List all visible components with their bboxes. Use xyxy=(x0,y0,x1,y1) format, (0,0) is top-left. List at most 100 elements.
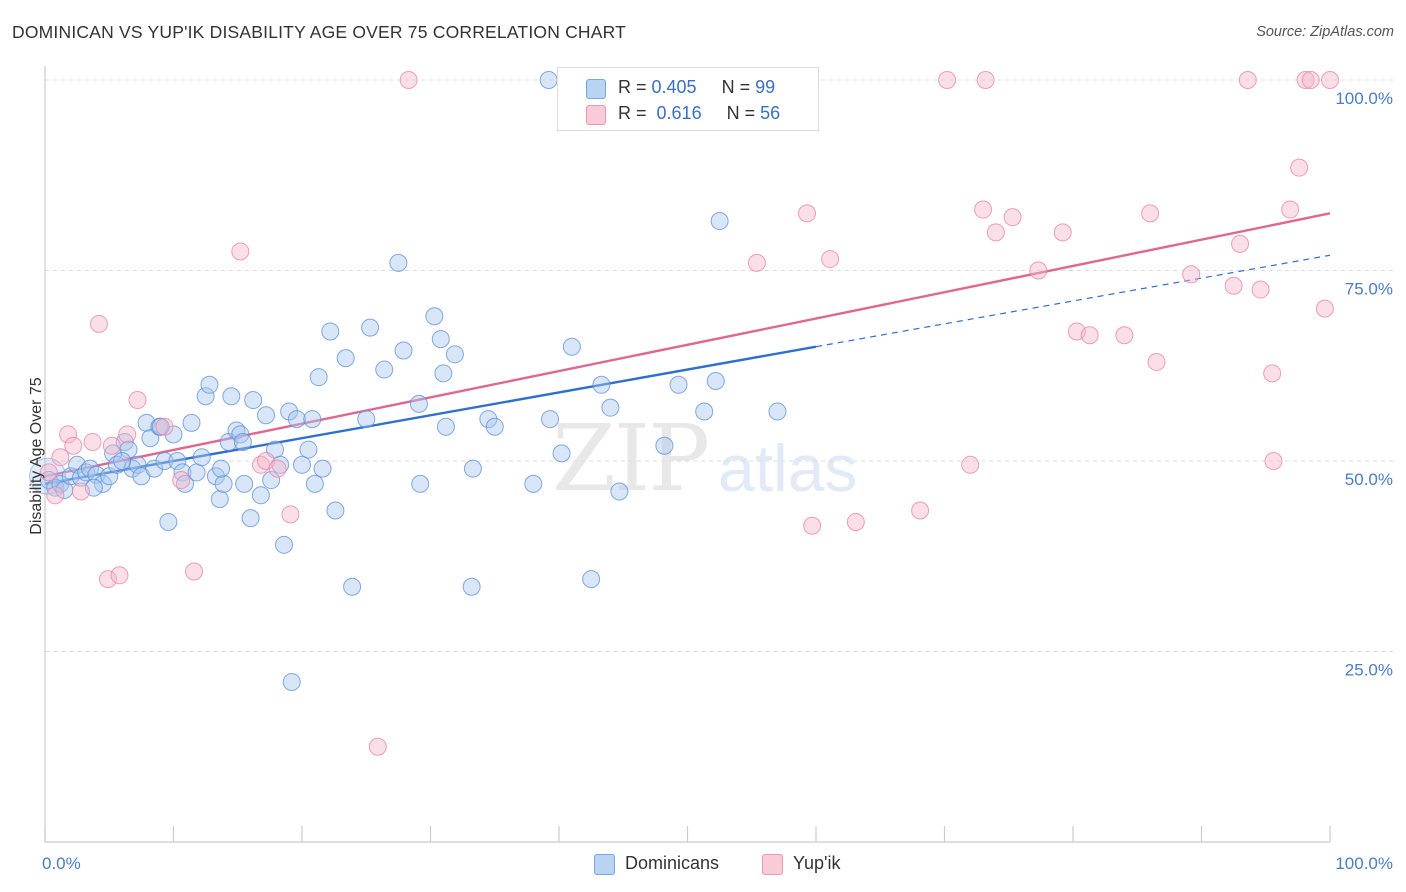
dominican-point xyxy=(104,444,123,463)
yupik-point xyxy=(803,516,822,535)
dominican-point xyxy=(582,570,601,589)
yupik-point xyxy=(938,71,957,89)
dominican-point xyxy=(562,337,581,356)
x-tick-label: 0.0% xyxy=(42,854,81,873)
yupik-point xyxy=(821,250,840,269)
yupik-point xyxy=(1301,71,1320,89)
legend-stats-yupik: R = 0.616 N = 56 xyxy=(618,103,781,123)
dominican-point xyxy=(299,440,318,459)
source-label: Source: ZipAtlas.com xyxy=(1256,24,1394,40)
dominican-point xyxy=(128,455,147,474)
dominican-point xyxy=(257,406,276,425)
yupik-point xyxy=(1224,276,1243,295)
dominican-point xyxy=(309,368,328,387)
dominican-point xyxy=(768,402,787,421)
yupik-point xyxy=(46,486,65,505)
dominican-point xyxy=(394,341,413,360)
yupik-point xyxy=(399,71,418,89)
dominican-point xyxy=(187,463,206,482)
dominican-point xyxy=(241,509,260,528)
yupik-point xyxy=(268,459,287,478)
dominican-point xyxy=(434,364,453,383)
legend-swatch-dominicans xyxy=(594,854,615,875)
gridlines xyxy=(45,79,1395,652)
yupik-point xyxy=(39,463,58,482)
dominican-point xyxy=(293,455,311,474)
dominican-point xyxy=(151,417,170,436)
axes xyxy=(44,66,1331,843)
dominican-point xyxy=(214,474,233,493)
dominican-point xyxy=(655,436,674,455)
dominican-point xyxy=(313,459,332,478)
yupik-point xyxy=(98,570,117,589)
yupik-point xyxy=(961,455,980,474)
yupik-point xyxy=(1315,299,1334,318)
yupik-point xyxy=(59,425,78,444)
dominican-point xyxy=(235,474,254,493)
dominican-point xyxy=(287,410,306,429)
dominican-point xyxy=(425,307,444,326)
yupik-point xyxy=(110,566,129,585)
dominican-point xyxy=(669,375,688,394)
dominican-point xyxy=(275,535,294,554)
yupik-point xyxy=(89,314,108,333)
dominican-point xyxy=(431,330,450,349)
yupik-point xyxy=(846,512,865,531)
dominican-point xyxy=(119,440,138,459)
legend-swatch-yupik xyxy=(762,854,783,875)
dominican-point xyxy=(303,410,322,429)
yupik-point xyxy=(1182,265,1201,284)
yupik-point xyxy=(64,436,83,455)
dominican-point xyxy=(485,417,504,436)
watermark-zip: ZIP xyxy=(552,405,710,512)
dominican-point xyxy=(155,452,174,470)
yupik-point xyxy=(976,71,995,89)
legend-label-yupik: Yup'ik xyxy=(793,853,841,873)
yupik-point xyxy=(911,501,930,520)
yupik-point xyxy=(1264,452,1283,470)
dominican-point xyxy=(436,417,455,436)
dominican-point xyxy=(336,349,355,368)
dominican-point xyxy=(409,394,428,413)
yupik-point xyxy=(1053,223,1072,242)
yupik-point xyxy=(747,253,766,272)
tick-labels: 100.0% 75.0% 50.0% 25.0% 0.0% 100.0% xyxy=(42,89,1393,873)
yupik-trend-line xyxy=(44,212,1331,478)
dominican-point xyxy=(145,459,164,478)
y-tick-label: 25.0% xyxy=(1345,661,1393,680)
dominican-point xyxy=(411,474,430,493)
yupik-point xyxy=(986,223,1005,242)
correlation-legend: R = 0.405 N = 99 R = 0.616 N = 56 xyxy=(557,67,819,131)
yupik-point xyxy=(185,562,204,581)
yupik-point xyxy=(1080,326,1099,345)
dominican-point xyxy=(695,402,714,421)
dominican-point xyxy=(39,471,58,490)
y-tick-label: 50.0% xyxy=(1345,470,1393,489)
dominican-point xyxy=(539,71,558,89)
dominican-point xyxy=(601,398,620,417)
dominican-point xyxy=(210,490,229,509)
dominican-point xyxy=(282,672,301,691)
yupik-point xyxy=(974,200,993,219)
dominican-point xyxy=(479,410,498,429)
yupik-point xyxy=(1296,71,1315,89)
yupik-point xyxy=(1141,204,1160,223)
dominican-point xyxy=(305,474,324,493)
dominican-point xyxy=(168,452,187,470)
yupik-point xyxy=(1281,200,1300,219)
dominican-point xyxy=(462,577,481,596)
dominican-point xyxy=(196,387,215,406)
dominican-point xyxy=(192,448,211,467)
dominican-point xyxy=(233,432,252,451)
yupik-point xyxy=(118,425,137,444)
dominican-point xyxy=(321,322,340,341)
dominican-point xyxy=(610,482,629,501)
dominican-point xyxy=(71,468,90,487)
dominican-cluster-point xyxy=(29,457,67,495)
yupik-point xyxy=(71,482,90,501)
x-tick-label: 100.0% xyxy=(1335,854,1393,873)
dominican-point xyxy=(524,474,543,493)
yupik-point xyxy=(1003,208,1022,227)
dominican-point xyxy=(200,375,219,394)
yupik-point xyxy=(155,417,174,436)
